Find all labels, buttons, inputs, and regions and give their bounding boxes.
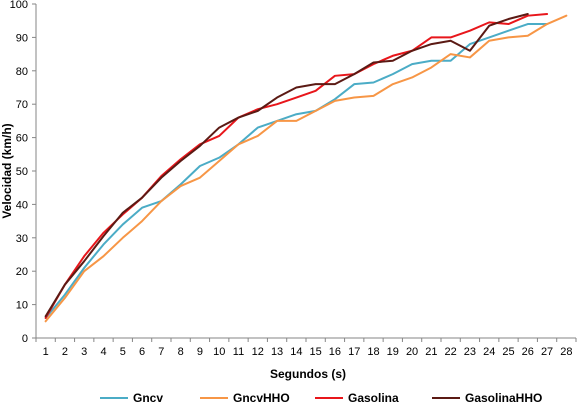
x-tick-label: 3 [81, 346, 87, 358]
series-line-gasolinahho [44, 13, 529, 318]
x-tick-label: 27 [541, 346, 553, 358]
y-tick-label: 10 [16, 300, 28, 312]
legend-label: Gasolina [348, 391, 399, 405]
x-tick-label: 9 [197, 346, 203, 358]
y-axis-title: Velocidad (km/h) [0, 123, 14, 218]
x-tick-label: 12 [252, 346, 264, 358]
x-tick-label: 7 [158, 346, 164, 358]
series-line-gncv [44, 23, 549, 319]
legend-label: GasolinaHHO [465, 391, 542, 405]
x-axis-title: Segundos (s) [270, 367, 346, 381]
x-tick-label: 1 [43, 346, 49, 358]
y-tick-label: 70 [16, 99, 28, 111]
x-tick-label: 14 [290, 346, 302, 358]
series-line-gasolina [44, 13, 549, 319]
x-tick-label: 28 [560, 346, 572, 358]
x-tick-label: 23 [464, 346, 476, 358]
y-tick-label: 0 [22, 333, 28, 345]
x-tick-label: 5 [120, 346, 126, 358]
x-tick-label: 13 [271, 346, 283, 358]
x-tick-label: 15 [310, 346, 322, 358]
x-tick-label: 11 [233, 346, 244, 358]
y-tick-label: 80 [16, 66, 28, 78]
x-tick-label: 21 [425, 346, 437, 358]
x-tick-label: 18 [367, 346, 379, 358]
x-tick-label: 2 [62, 346, 68, 358]
x-tick-label: 22 [445, 346, 457, 358]
x-tick-label: 4 [100, 346, 106, 358]
x-tick-label: 19 [387, 346, 399, 358]
y-tick-label: 60 [16, 133, 28, 145]
x-tick-label: 17 [348, 346, 360, 358]
x-tick-label: 20 [406, 346, 418, 358]
x-tick-label: 16 [329, 346, 341, 358]
y-tick-label: 90 [16, 32, 28, 44]
x-tick-label: 26 [522, 346, 534, 358]
series-lines [44, 13, 568, 323]
x-tick-label: 6 [139, 346, 145, 358]
x-tick-label: 8 [178, 346, 184, 358]
y-tick-label: 100 [10, 0, 28, 11]
legend-label: GncvHHO [233, 391, 290, 405]
y-tick-label: 20 [16, 266, 28, 278]
y-tick-label: 50 [16, 166, 28, 178]
y-tick-label: 40 [16, 199, 28, 211]
x-tick-label: 10 [213, 346, 225, 358]
legend-label: Gncv [133, 391, 163, 405]
x-tick-label: 25 [502, 346, 514, 358]
x-tick-label: 24 [483, 346, 495, 358]
series-line-gncvhho [44, 14, 568, 323]
y-tick-label: 30 [16, 233, 28, 245]
legend: Gncv GncvHHO Gasolina GasolinaHHO [100, 391, 542, 405]
